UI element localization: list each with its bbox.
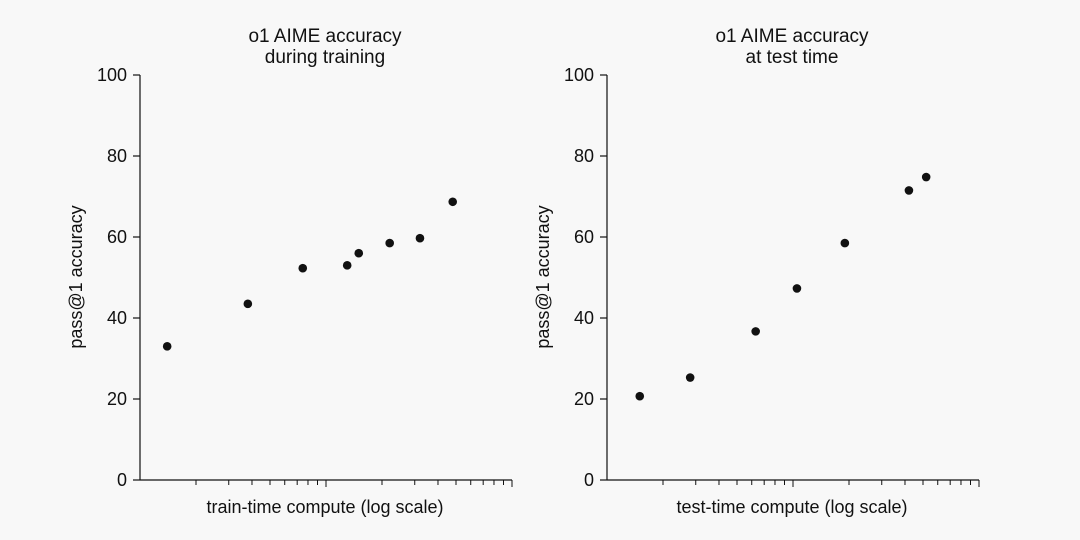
- x-ticks: [195, 480, 513, 487]
- chart-panel-test-time: o1 AIME accuracy at test time 0 20 40 60 80 1…: [533, 26, 980, 517]
- y-tick-label: 80: [107, 146, 127, 166]
- data-point: [751, 327, 760, 336]
- data-point: [792, 284, 802, 293]
- data-point: [385, 238, 394, 248]
- y-tick-label: 0: [584, 470, 594, 490]
- data-points: [162, 197, 458, 351]
- y-tick-label: 40: [574, 308, 594, 328]
- x-axis-label: train-time compute (log scale): [206, 497, 443, 517]
- x-ticks: [662, 480, 980, 487]
- data-point: [685, 373, 695, 382]
- chart-title-line-2: during training: [265, 47, 385, 68]
- y-tick-label: 80: [574, 146, 594, 166]
- data-point: [298, 263, 308, 273]
- y-tick-label: 40: [107, 308, 127, 328]
- data-point: [921, 172, 931, 182]
- data-point: [904, 186, 914, 195]
- chart-panel-training: o1 AIME accuracy during training 0 20 40 60…: [66, 26, 513, 517]
- y-tick-label: 60: [107, 227, 127, 247]
- x-axis-label: test-time compute (log scale): [676, 497, 907, 517]
- y-tick-label: 60: [574, 227, 594, 247]
- y-tick-label: 100: [564, 65, 594, 85]
- y-ticks: 0 20 40 60 80 100: [97, 65, 140, 490]
- chart-title-line-2: at test time: [746, 47, 839, 68]
- y-tick-label: 0: [117, 470, 127, 490]
- chart-title-line-1: o1 AIME accuracy: [248, 26, 402, 47]
- y-tick-label: 100: [97, 65, 127, 85]
- data-point: [840, 238, 850, 248]
- y-axis-label: pass@1 accuracy: [66, 205, 86, 348]
- data-point: [415, 233, 425, 243]
- data-point: [635, 391, 645, 401]
- data-point: [162, 342, 172, 351]
- data-point: [448, 197, 458, 207]
- y-ticks: 0 20 40 60 80 100: [564, 65, 607, 490]
- data-points: [635, 172, 931, 401]
- y-tick-label: 20: [574, 389, 594, 409]
- data-point: [342, 261, 352, 270]
- data-point: [243, 299, 253, 309]
- data-point: [354, 248, 364, 258]
- y-axis-label: pass@1 accuracy: [533, 205, 553, 348]
- y-tick-label: 20: [107, 389, 127, 409]
- chart-title-line-1: o1 AIME accuracy: [715, 26, 869, 47]
